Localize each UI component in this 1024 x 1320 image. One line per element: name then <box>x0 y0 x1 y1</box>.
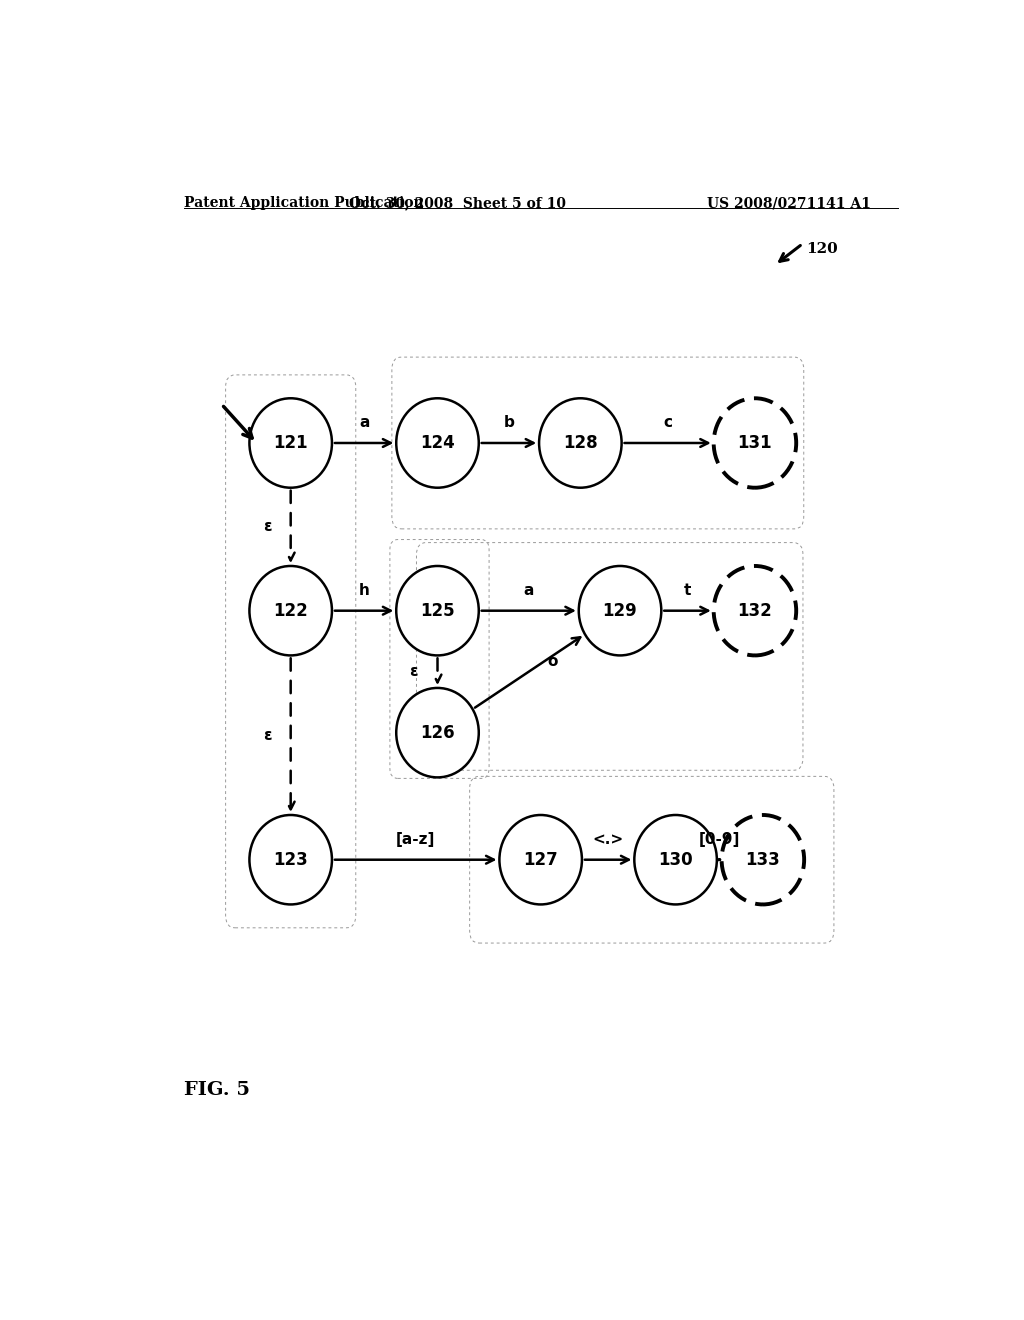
Text: 131: 131 <box>737 434 772 451</box>
Text: o: o <box>548 653 558 669</box>
Text: b: b <box>504 416 514 430</box>
Text: Oct. 30, 2008  Sheet 5 of 10: Oct. 30, 2008 Sheet 5 of 10 <box>349 195 566 210</box>
Text: 121: 121 <box>273 434 308 451</box>
Text: a: a <box>358 416 370 430</box>
Text: [a-z]: [a-z] <box>396 832 435 847</box>
Text: 129: 129 <box>603 602 637 619</box>
Ellipse shape <box>714 566 797 656</box>
Text: 126: 126 <box>420 723 455 742</box>
Ellipse shape <box>250 399 332 487</box>
Text: FIG. 5: FIG. 5 <box>183 1081 250 1098</box>
Ellipse shape <box>634 814 717 904</box>
Ellipse shape <box>714 399 797 487</box>
Text: 130: 130 <box>658 850 693 869</box>
Ellipse shape <box>579 566 662 656</box>
Text: 120: 120 <box>807 242 839 256</box>
Text: 127: 127 <box>523 850 558 869</box>
Text: 124: 124 <box>420 434 455 451</box>
Text: ε: ε <box>410 664 418 680</box>
Text: 125: 125 <box>420 602 455 619</box>
Ellipse shape <box>539 399 622 487</box>
Text: 123: 123 <box>273 850 308 869</box>
Text: ε: ε <box>262 519 271 535</box>
Text: ε: ε <box>262 727 271 743</box>
Text: [0-9]: [0-9] <box>698 832 740 847</box>
Text: <.>: <.> <box>593 832 624 847</box>
Text: 132: 132 <box>737 602 772 619</box>
Ellipse shape <box>396 399 479 487</box>
Text: 128: 128 <box>563 434 598 451</box>
Text: h: h <box>358 583 370 598</box>
Ellipse shape <box>396 566 479 656</box>
Text: Patent Application Publication: Patent Application Publication <box>183 195 423 210</box>
Ellipse shape <box>250 566 332 656</box>
Text: c: c <box>664 416 672 430</box>
Text: 122: 122 <box>273 602 308 619</box>
Text: t: t <box>684 583 691 598</box>
Text: a: a <box>523 583 534 598</box>
Text: US 2008/0271141 A1: US 2008/0271141 A1 <box>708 195 871 210</box>
Ellipse shape <box>500 814 582 904</box>
Ellipse shape <box>722 814 804 904</box>
Ellipse shape <box>250 814 332 904</box>
Ellipse shape <box>396 688 479 777</box>
Text: 133: 133 <box>745 850 780 869</box>
